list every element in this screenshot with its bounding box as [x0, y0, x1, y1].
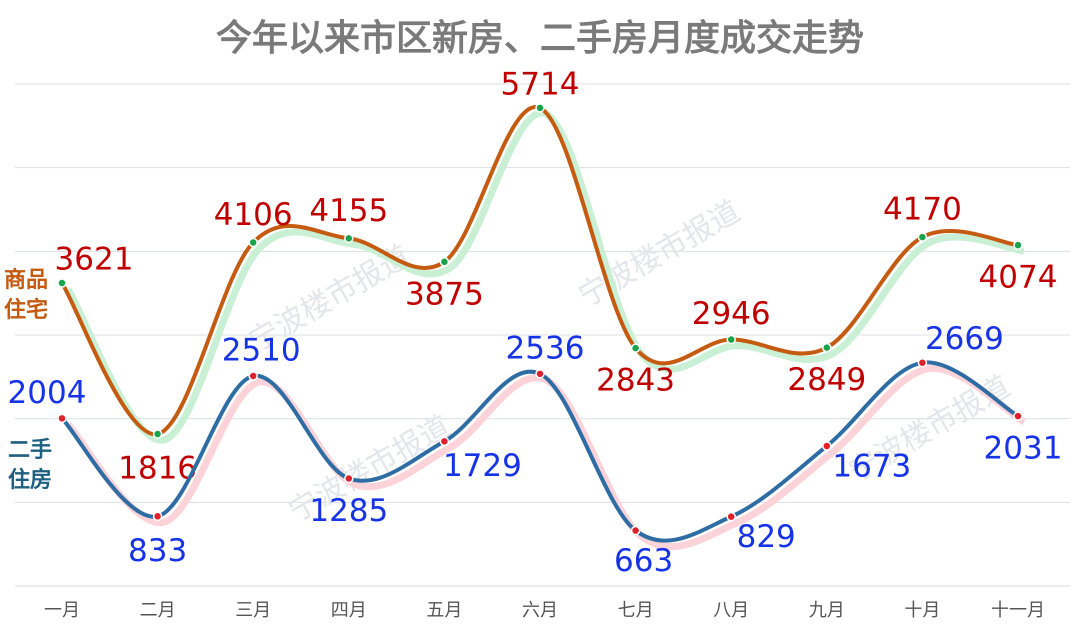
series-line: [60, 360, 1020, 543]
series-line: [60, 105, 1019, 437]
x-tick-label: 十月: [904, 600, 940, 621]
chart-title: 今年以来市区新房、二手房月度成交走势: [216, 17, 864, 59]
marker: [630, 525, 641, 536]
marker: [344, 473, 354, 484]
data-label: 2536: [506, 330, 585, 366]
data-label: 4074: [979, 260, 1058, 296]
x-tick-label: 七月: [618, 600, 654, 621]
x-tick-label: 六月: [522, 600, 558, 621]
data-label: 1816: [118, 451, 197, 487]
x-tick-label: 五月: [426, 600, 462, 621]
marker: [439, 436, 450, 447]
data-label: 3875: [405, 276, 484, 312]
x-tick-label: 九月: [809, 600, 845, 621]
marker: [248, 371, 258, 381]
data-label: 4155: [309, 193, 388, 229]
x-tick-label: 二月: [140, 600, 176, 621]
marker: [726, 334, 736, 345]
marker: [822, 441, 832, 451]
x-tick-label: 四月: [331, 600, 367, 621]
marker: [439, 257, 450, 267]
data-label: 829: [737, 519, 796, 555]
x-tick-label: 一月: [44, 600, 80, 621]
marker: [822, 342, 832, 353]
data-label: 1285: [309, 493, 388, 529]
data-label: 2031: [984, 431, 1063, 467]
data-label: 4106: [214, 197, 293, 233]
x-tick-label: 三月: [235, 600, 271, 621]
marker: [344, 233, 354, 244]
line-glow: [64, 109, 1025, 444]
x-tick-label: 十一月: [991, 600, 1045, 621]
legend-label: 二手住房: [8, 438, 53, 493]
legend-label: 商品住宅: [4, 268, 49, 323]
data-label: 2843: [596, 363, 675, 399]
marker: [535, 369, 545, 379]
marker: [57, 413, 67, 424]
marker: [152, 429, 163, 439]
data-label: 4170: [883, 192, 962, 228]
x-tick-label: 八月: [713, 600, 749, 621]
data-label: 3621: [55, 242, 134, 278]
data-label: 663: [614, 543, 673, 579]
data-label: 2946: [692, 296, 771, 332]
marker: [917, 232, 928, 242]
line-glow: [65, 365, 1026, 551]
data-label: 2669: [925, 321, 1004, 357]
data-label: 2004: [8, 375, 87, 411]
data-label: 5714: [501, 66, 580, 102]
marker: [152, 511, 163, 522]
data-label: 1729: [443, 448, 522, 484]
marker: [248, 237, 258, 248]
marker: [917, 357, 928, 368]
data-label: 2510: [222, 332, 301, 368]
marker: [630, 343, 641, 353]
marker: [57, 278, 67, 288]
marker: [1013, 240, 1023, 250]
marker: [726, 511, 736, 522]
data-label: 1673: [832, 449, 911, 485]
marker: [1013, 411, 1023, 421]
data-label: 2849: [787, 362, 866, 398]
marker: [535, 103, 545, 113]
data-label: 833: [128, 533, 187, 569]
